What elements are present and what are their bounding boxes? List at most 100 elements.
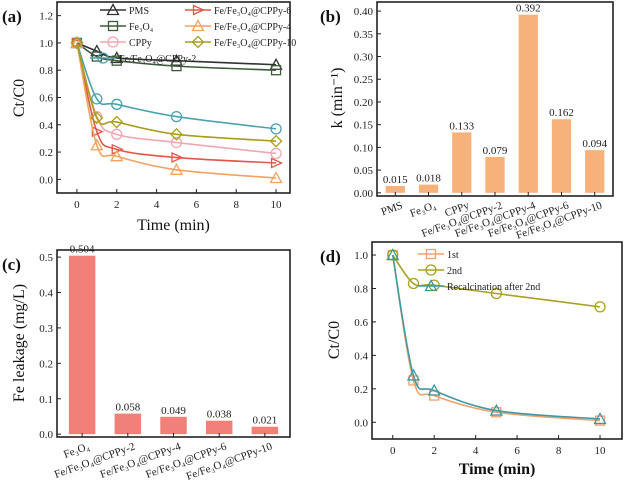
plot-frame [371,241,623,440]
bar [114,413,142,435]
bar [452,132,472,193]
data-point-marker [489,403,503,416]
data-point-marker [171,152,184,164]
bar-value-label: 0.038 [207,409,232,421]
bar-value-label: 0.162 [549,107,574,119]
x-tick-label: 8 [556,445,562,457]
y-tick-label: 0.5 [39,252,53,264]
y-tick-label: 0.3 [39,323,53,335]
y-tick-label: 0.25 [354,74,374,86]
data-point-marker [170,127,183,141]
data-point-marker [90,44,104,57]
y-axis-label: k (min⁻¹) [329,68,346,129]
data-point-marker [111,98,123,110]
data-point-marker [593,412,607,425]
data-point-marker [270,147,282,160]
data-point-marker [407,277,420,290]
y-axis-label: Ct/C0 [326,321,343,359]
legend-label: CPPy [129,38,152,49]
bar-value-label: 0.133 [449,120,474,132]
x-tick-label: 0 [390,445,396,457]
y-tick-label: 0.0 [39,429,53,441]
data-point-marker [270,157,284,169]
data-point-marker [490,287,503,300]
x-tick-label: Fe₃O₄ [408,199,437,219]
legend-marker [191,35,205,49]
y-tick-label: 0.10 [354,142,374,154]
data-point-marker [170,136,183,149]
legend-marker [107,20,119,32]
bar-value-label: 0.049 [161,405,186,417]
x-axis-label: Time (min) [137,217,210,234]
y-tick-label: 0.00 [354,188,374,200]
panel-a: (a) 0.0 0.2 0.4 0.6 0.8 1.0 1.2 Ct/C0 0 2 4 6 8 10 Time… [2,1,296,234]
panel-label: (b) [320,7,341,26]
bar [485,156,505,193]
data-point-marker [91,51,102,62]
series-Fe/Fe₃O₄@CPPy-10 [70,36,283,148]
x-tick-label: 10 [271,199,283,211]
panel-label: (c) [2,255,21,274]
panel-label: (d) [320,247,341,266]
data-point-marker [91,126,104,138]
x-tick-label: 2 [431,445,437,457]
data-point-marker [169,162,184,175]
data-point-marker [269,171,283,184]
series-line [76,42,277,72]
y-tick-label: 0.0 [354,417,368,429]
bar [385,186,405,193]
y-tick-label: 1.0 [39,38,53,50]
bar [518,14,538,193]
x-tick-label: 10 [595,445,607,457]
y-tick-label: 0.8 [354,283,368,295]
series-Fe/Fe₃O₄@CPPy-2 [71,37,282,135]
bar [585,150,605,193]
bar-value-label: 0.021 [252,415,277,427]
legend-marker [107,36,119,48]
x-tick-label: 8 [233,199,239,211]
legend-label: PMS [129,6,149,17]
bar-value-label: 0.094 [582,138,607,150]
panel-c: (c) 0.0 0.1 0.2 0.3 0.4 0.5 Fe leakage (mg/L) 0.… [2,244,291,481]
x-tick-label: 4 [473,445,479,457]
y-tick-label: 0.2 [39,358,53,370]
y-tick-label: 0.2 [39,147,53,159]
data-point-marker [406,368,421,381]
legend-marker [97,52,109,64]
series-line [391,254,601,420]
legend-label: Recalcination after 2nd [447,282,540,293]
x-tick-label: PMS [380,200,405,219]
data-point-marker [269,57,283,70]
data-point-marker [90,138,104,151]
data-point-marker [90,111,104,125]
panel-label: (a) [2,7,22,26]
bar [251,426,279,435]
y-tick-label: 0.20 [354,97,374,109]
y-axis-label: Ct/C0 [11,79,28,117]
bar [68,255,96,435]
data-point-marker [91,93,103,105]
bar-value-label: 0.079 [483,145,508,157]
y-tick-label: 0.6 [354,317,368,329]
data-point-marker [386,248,400,261]
y-tick-label: 0.05 [354,165,374,177]
legend-label: Fe/Fe₃O₄@CPPy-6 [214,6,291,17]
series-line [76,42,277,66]
x-tick-label: 6 [514,445,520,457]
legend-marker [192,4,206,16]
bar [160,416,187,435]
legend-label: Fe/Fe₃O₄@CPPy-4 [214,22,291,33]
legend-label: Fe₃O₄ [129,22,154,33]
legend-marker [425,264,437,276]
bar [205,420,233,435]
bar-value-label: 0.018 [416,173,441,185]
y-tick-label: 1.2 [39,11,53,23]
y-tick-label: 0.15 [354,120,374,132]
x-tick-label: 4 [154,199,160,211]
y-tick-label: 0.1 [39,394,53,406]
bar-value-label: 0.504 [70,244,95,256]
y-tick-label: 0.0 [39,174,53,186]
bar-value-label: 0.058 [115,402,140,414]
data-point-marker [170,110,183,123]
